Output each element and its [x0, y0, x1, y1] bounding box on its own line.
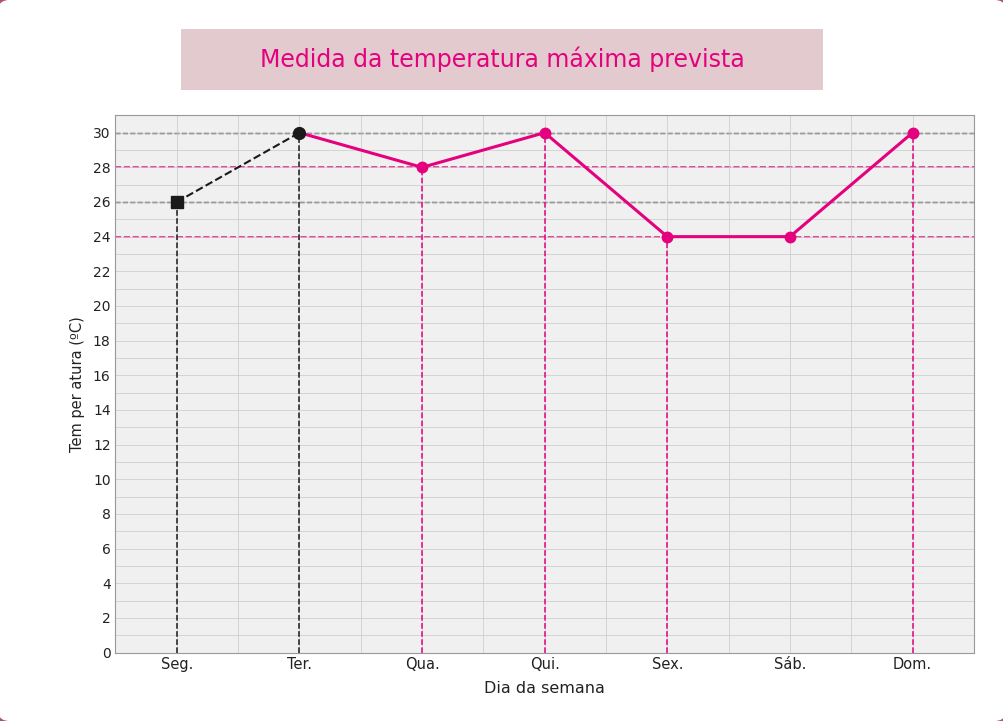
X-axis label: Dia da semana: Dia da semana: [483, 681, 605, 696]
Y-axis label: Tem per atura (ºC): Tem per atura (ºC): [69, 316, 84, 452]
Text: Medida da temperatura máxima prevista: Medida da temperatura máxima prevista: [260, 47, 743, 72]
